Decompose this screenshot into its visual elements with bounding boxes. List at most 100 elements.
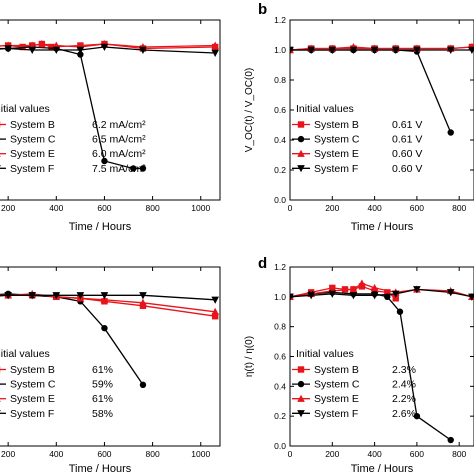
- data-point: [100, 43, 109, 51]
- y-tick-label: 1.0: [274, 292, 286, 302]
- x-tick-label: 600: [97, 449, 111, 459]
- data-point: [211, 313, 219, 320]
- legend: Initial values System B 2.3% System C 2.4% Sy…: [292, 348, 416, 420]
- data-point: [290, 46, 294, 54]
- data-point: [139, 381, 147, 389]
- legend-entry-name: System C: [10, 379, 56, 391]
- series-line: [290, 282, 473, 298]
- data-point: [139, 46, 147, 54]
- legend-entry-value: 6.5 mA/cm²: [92, 134, 146, 146]
- data-point: [38, 40, 46, 48]
- legend-entry-name: System C: [314, 379, 360, 391]
- series-layer: [290, 279, 474, 444]
- x-axis-label: Time / Hours: [351, 463, 414, 474]
- x-axis-label: Time / Hours: [69, 221, 132, 233]
- data-point: [77, 51, 84, 58]
- panel-4: 0 200 400 600 800 0.0 0.2 0.4 0.6 0.8 1.0 1.2 Time /…: [244, 255, 474, 474]
- legend-entry-value: 2.4%: [392, 379, 416, 391]
- x-tick-label: 600: [410, 449, 424, 459]
- data-point: [358, 279, 366, 287]
- y-tick-label: 0.8: [274, 322, 286, 332]
- legend-entry-name: System B: [314, 364, 359, 376]
- data-point: [468, 46, 474, 54]
- data-point: [52, 292, 61, 300]
- data-point: [413, 412, 421, 420]
- series-layer: [0, 40, 219, 172]
- legend-entry-value: 61%: [92, 364, 113, 376]
- legend-entry-value: 0.61 V: [392, 134, 422, 146]
- x-tick-label: 200: [1, 449, 15, 459]
- series-line: [0, 43, 216, 48]
- panel-label: d: [258, 255, 267, 272]
- x-tick-label: 400: [368, 449, 382, 459]
- data-point: [52, 46, 61, 54]
- data-point: [446, 289, 455, 297]
- data-point: [349, 46, 358, 54]
- x-tick-label: 800: [452, 449, 466, 459]
- data-point: [396, 308, 404, 315]
- legend-swatch-marker: [297, 410, 305, 418]
- data-point: [101, 324, 108, 332]
- panel-label: b: [258, 1, 267, 18]
- y-tick-label: 0.2: [274, 411, 286, 421]
- legend-entry-name: System E: [10, 393, 55, 405]
- legend-entry-name: System F: [314, 163, 358, 175]
- x-tick-label: 800: [452, 203, 466, 213]
- y-tick-label: 0.0: [274, 195, 286, 205]
- data-point: [328, 46, 337, 54]
- x-tick-label: 400: [368, 203, 382, 213]
- legend-entry-name: System C: [314, 134, 360, 146]
- data-point: [290, 293, 294, 301]
- data-point: [446, 46, 455, 54]
- legend-entry-value: 2.3%: [392, 364, 416, 376]
- legend-swatch-marker: [0, 410, 1, 412]
- data-point: [139, 165, 147, 172]
- data-point: [211, 296, 219, 304]
- legend-swatch-marker: [0, 400, 1, 402]
- y-tick-label: 0.6: [274, 105, 286, 115]
- data-point: [100, 295, 109, 304]
- legend-entry-name: System F: [10, 408, 54, 420]
- plot-frame: [0, 266, 221, 447]
- series-line: [0, 293, 144, 386]
- data-point: [391, 290, 400, 298]
- legend-entry-value: 0.60 V: [392, 163, 422, 175]
- data-point: [370, 292, 379, 300]
- legend-entry-value: 2.2%: [392, 393, 416, 405]
- data-point: [328, 290, 337, 298]
- legend-swatch-marker: [0, 155, 1, 157]
- x-tick-label: 1000: [191, 203, 210, 213]
- y-tick-label: 1.0: [274, 45, 286, 55]
- legend-entry-name: System B: [10, 364, 55, 376]
- y-tick-label: 0.4: [274, 135, 286, 145]
- data-point: [4, 292, 12, 300]
- data-point: [392, 295, 399, 302]
- x-tick-label: 600: [97, 203, 111, 213]
- x-tick-label: 600: [410, 203, 424, 213]
- series-layer: [290, 43, 474, 136]
- x-tick-label: 200: [325, 449, 339, 459]
- legend-swatch-marker: [0, 165, 1, 167]
- plot-frame: [0, 19, 221, 201]
- data-point: [211, 49, 219, 57]
- legend: Initial values System B 6.2 mA/cm² System C…: [0, 103, 146, 175]
- y-tick-label: 0.2: [274, 165, 286, 175]
- legend-entry-value: 61%: [92, 393, 113, 405]
- data-point: [48, 43, 55, 51]
- legend-swatch-marker: [297, 149, 305, 157]
- legend-entry-name: System C: [10, 134, 56, 146]
- panel-1: 200 400 600 800 1000 Time / Hours Initial valu…: [0, 19, 221, 233]
- legend: Initial values System B 61% System C 59% Syst…: [0, 348, 113, 420]
- data-point: [307, 46, 315, 54]
- legend-entry-value: 7.5 mA/cm²: [92, 163, 146, 175]
- y-tick-label: 0.6: [274, 352, 286, 362]
- y-tick-label: 1.2: [274, 15, 286, 25]
- x-axis-label: Time / Hours: [69, 463, 132, 474]
- x-tick-label: 200: [325, 203, 339, 213]
- legend-swatch-marker: [297, 165, 305, 173]
- x-tick-label: 0: [288, 449, 293, 459]
- y-axis-label: V_OC(t) / V_OC(0): [244, 68, 255, 152]
- x-tick-label: 0: [288, 203, 293, 213]
- panel-2: 0 200 400 600 800 0.0 0.2 0.4 0.6 0.8 1.0 1.2 Time /…: [244, 1, 474, 233]
